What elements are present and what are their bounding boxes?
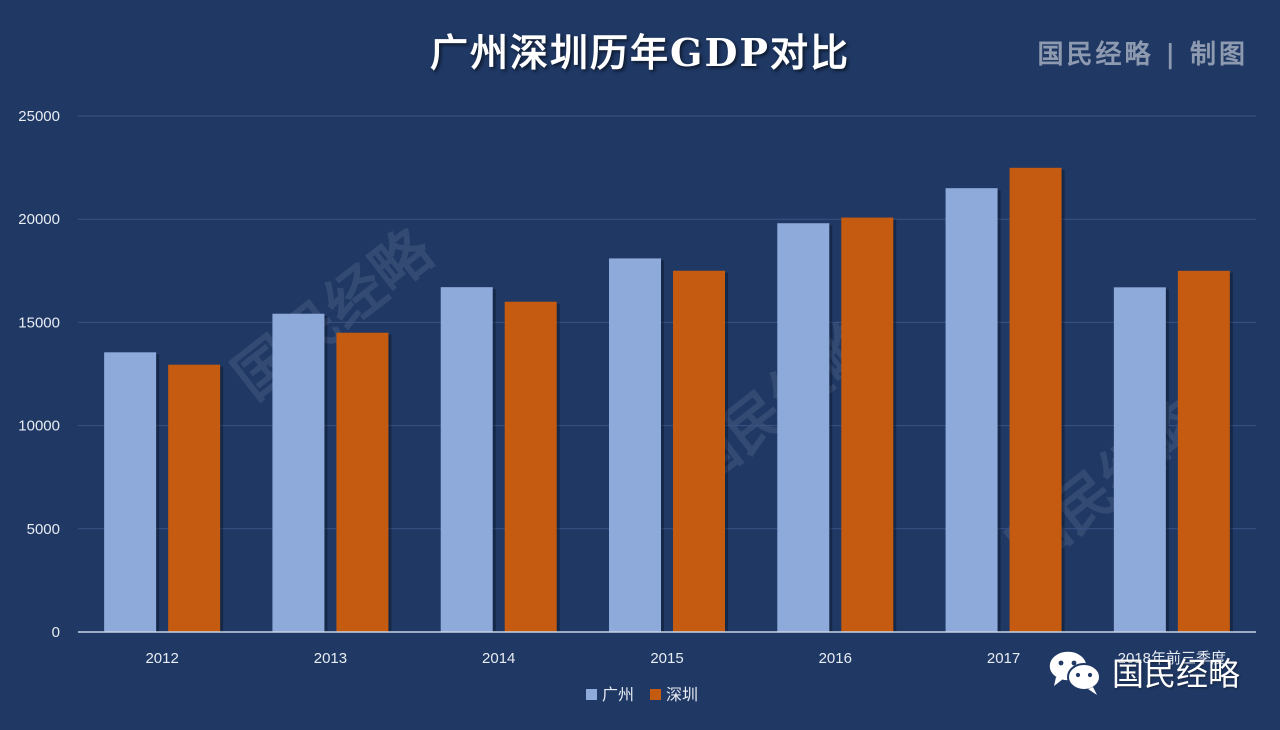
watermark-text: 国民经略 bbox=[220, 215, 445, 412]
x-tick-label: 2016 bbox=[819, 650, 852, 667]
legend-swatch bbox=[586, 689, 597, 700]
bar-shenzhen bbox=[168, 364, 221, 632]
bar-shenzhen bbox=[1009, 167, 1062, 632]
y-tick-label: 5000 bbox=[27, 521, 60, 538]
bar-shenzhen bbox=[336, 332, 389, 632]
x-tick-label: 2015 bbox=[650, 650, 683, 667]
bar-shenzhen bbox=[504, 301, 557, 632]
legend: 广州 深圳 bbox=[586, 685, 698, 704]
x-tick-label: 2013 bbox=[314, 650, 347, 667]
bar-guangzhou bbox=[104, 352, 157, 632]
bars bbox=[104, 167, 1233, 632]
bar-guangzhou bbox=[1113, 287, 1166, 632]
chart-title: 广州深圳历年GDP对比 bbox=[430, 30, 850, 75]
legend-label: 广州 bbox=[602, 685, 634, 704]
bar-guangzhou bbox=[609, 258, 661, 632]
y-tick-label: 10000 bbox=[18, 418, 60, 435]
x-tick-label: 2012 bbox=[145, 650, 178, 667]
wechat-icon bbox=[1048, 650, 1101, 695]
bar-guangzhou bbox=[440, 287, 493, 632]
legend-swatch bbox=[650, 689, 661, 700]
bar-guangzhou bbox=[945, 188, 998, 632]
y-tick-label: 15000 bbox=[18, 314, 60, 331]
bar-shenzhen bbox=[673, 270, 725, 632]
x-tick-label: 2017 bbox=[987, 650, 1020, 667]
bar-shenzhen bbox=[841, 217, 894, 632]
wechat-account-badge: 国民经略 bbox=[1046, 644, 1240, 700]
bar-guangzhou bbox=[777, 223, 830, 632]
legend-label: 深圳 bbox=[666, 685, 698, 704]
y-tick-label: 20000 bbox=[18, 211, 60, 228]
bar-guangzhou bbox=[272, 313, 325, 632]
x-tick-label: 2014 bbox=[482, 650, 515, 667]
x-axis: 2012 2013 2014 2015 2016 2017 2018年前三季度 bbox=[78, 631, 1256, 667]
y-tick-label: 25000 bbox=[18, 108, 60, 125]
account-name: 国民经略 bbox=[1112, 655, 1241, 693]
y-tick-label: 0 bbox=[52, 624, 60, 641]
x-tick-label: 2018年前三季度 bbox=[1118, 650, 1226, 667]
bar-shenzhen bbox=[1177, 270, 1230, 632]
brand-credit: 国民经略 | 制图 bbox=[1037, 40, 1248, 70]
y-axis: 0 5000 10000 15000 20000 25000 bbox=[18, 108, 60, 641]
